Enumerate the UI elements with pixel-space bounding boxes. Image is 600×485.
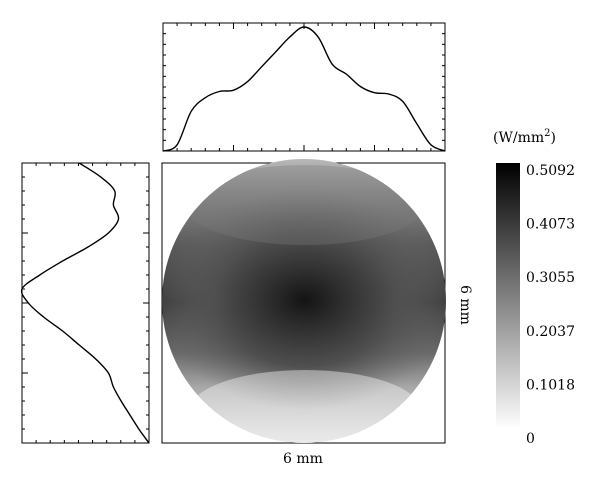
left-profile-frame (21, 162, 150, 444)
top-profile-curve (162, 26, 446, 152)
colorbar-tick-label: 0.4073 (526, 217, 575, 233)
colorbar-tick-labels: 0.5092 0.4073 0.3055 0.2037 0.1018 0 (526, 163, 575, 447)
colorbar-gradient (496, 163, 520, 429)
top-profile-panel (162, 22, 446, 152)
colorbar-tick-label: 0 (526, 431, 535, 447)
colorbar: (W/mm2) 0.5092 0.4073 0.3055 0.2037 0.1018 0 (493, 128, 575, 447)
y-axis-label: 6 mm (457, 285, 473, 325)
top-profile-frame (162, 22, 446, 152)
colorbar-tick-label: 0.3055 (526, 270, 575, 286)
heatmap-disc (162, 159, 446, 443)
left-profile-curve (20, 162, 150, 444)
colorbar-tick-label: 0.5092 (526, 163, 575, 179)
colorbar-tick-label: 0.1018 (526, 377, 575, 393)
hotspot (162, 190, 446, 410)
top-profile-ticks (163, 23, 445, 151)
heatmap-panel (161, 159, 446, 444)
colorbar-title: (W/mm2) (493, 128, 556, 146)
left-profile-panel (20, 162, 150, 444)
left-profile-ticks (22, 163, 149, 443)
x-axis-label: 6 mm (283, 451, 323, 467)
colorbar-tick-label: 0.2037 (526, 324, 575, 340)
